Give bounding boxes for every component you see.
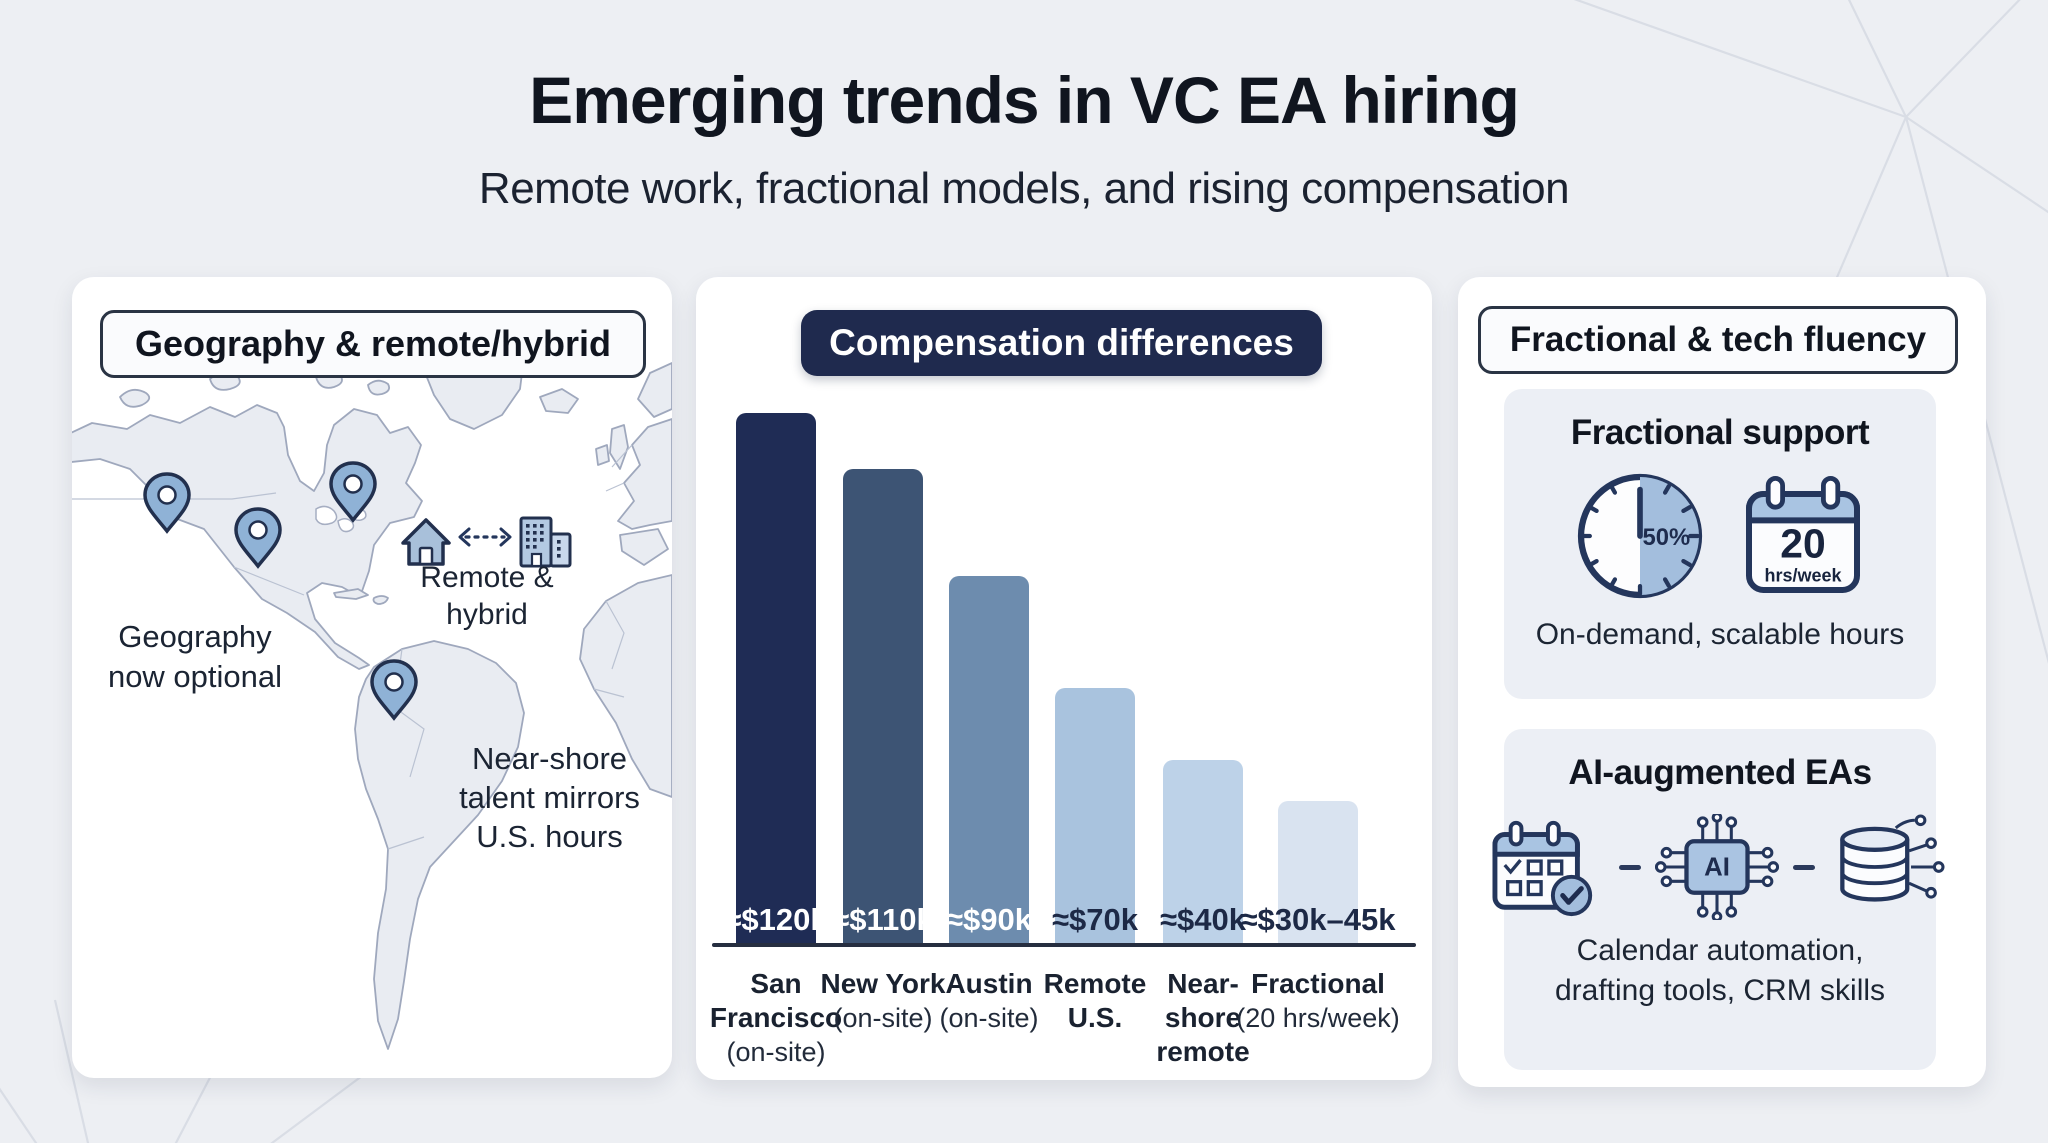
geography-panel-badge: Geography & remote/hybrid (100, 310, 646, 378)
bar-5: ≈$30k–45k (1241, 801, 1395, 943)
fractional-panel: Fractional & tech fluency Fractional sup… (1458, 277, 1986, 1087)
map-pin-west-coast (143, 472, 191, 534)
iceland (539, 388, 579, 414)
page-header: Emerging trends in VC EA hiring Remote w… (0, 62, 2048, 214)
page-title: Emerging trends in VC EA hiring (529, 63, 1520, 137)
bar-value-label: ≈$90k (946, 902, 1032, 937)
ai-augmented-card: AI-augmented EAs (1492, 729, 1945, 1070)
ai-chip-icon: AI (1655, 814, 1779, 920)
great-britain (609, 424, 629, 470)
bar-category-label: Austin (on-site) (939, 968, 1039, 1033)
scandinavia (637, 362, 672, 418)
half-clock-icon: 50% (1577, 473, 1703, 599)
arctic-island (367, 379, 391, 396)
ai-chip-label: AI (1704, 854, 1730, 882)
bar-value-label: ≈$110k (832, 902, 934, 937)
office-building-icon (519, 516, 572, 568)
bar-value-label: ≈$120k (724, 902, 828, 937)
remote-hybrid-caption: Remote & hybrid (420, 561, 554, 631)
hours-unit-label: hrs/week (1764, 566, 1842, 586)
ai-augmented-title: AI-augmented EAs (1568, 753, 1872, 792)
hispaniola (372, 595, 389, 605)
europe (617, 418, 672, 530)
iberia (619, 528, 669, 566)
hours-value-label: 20 (1780, 521, 1825, 567)
ireland (595, 444, 610, 466)
compensation-panel-badge: Compensation differences (801, 310, 1322, 376)
calendar-hours-icon: 20 hrs/week (1746, 476, 1860, 593)
map-pin-south-america (370, 659, 418, 721)
fractional-support-title: Fractional support (1570, 413, 1870, 452)
bar-value-label: ≈$70k (1052, 902, 1138, 937)
bar-1: ≈$110k (832, 469, 934, 943)
fractional-support-caption: On-demand, scalable hours (1535, 618, 1905, 651)
bar-3: ≈$70k (1052, 688, 1138, 943)
map-pins (143, 461, 418, 721)
world-map (72, 326, 672, 1050)
database-icon (1840, 814, 1945, 902)
nearshore-note: Near-shore talent mirrors U.S. hours (459, 741, 640, 854)
great-lakes (337, 518, 355, 533)
bar-value-label: ≈$30k–45k (1240, 902, 1396, 937)
dashed-double-arrow-icon (458, 527, 512, 547)
bar-2: ≈$90k (946, 576, 1032, 943)
bar-category-label: New York (on-site) (820, 968, 946, 1033)
calendar-check-icon (1492, 820, 1593, 917)
bar-category-label: San Francisco (on-site) (709, 968, 843, 1067)
map-pin-southwest (234, 507, 282, 569)
cuba (333, 588, 369, 600)
bar-chart: ≈$120k San Francisco (on-site) ≈$110k New Yo… (696, 277, 1432, 1080)
bar-value-label: ≈$40k (1160, 902, 1246, 937)
bar-category-label: Near- shore remote (1156, 968, 1250, 1067)
connector-dash (1793, 864, 1815, 870)
map-pin-northeast (329, 461, 377, 523)
connector-dash (1619, 864, 1641, 870)
bar-category-label: Remote U.S. (1043, 968, 1147, 1033)
arctic-island (119, 388, 151, 408)
fractional-panel-badge: Fractional & tech fluency (1478, 306, 1958, 374)
x-axis-line (712, 943, 1416, 947)
great-lakes (315, 505, 338, 526)
geography-optional-note: Geography now optional (107, 619, 283, 694)
bar-0: ≈$120k (724, 413, 828, 943)
fractional-support-card: Fractional support 50% (1504, 389, 1936, 699)
clock-percent-label: 50% (1642, 524, 1690, 551)
geography-panel: Geography & remote/hybrid Remote & hybri… (72, 277, 672, 1078)
bar-4: ≈$40k (1160, 760, 1246, 943)
south-america (354, 640, 525, 1050)
bar-category-label: Fractional (20 hrs/week) (1236, 968, 1400, 1033)
ai-augmented-caption: Calendar automation, drafting tools, CRM… (1554, 934, 1886, 1007)
compensation-panel: Compensation differences ≈$120k San Franc… (696, 277, 1432, 1080)
house-icon (401, 518, 451, 566)
page-subtitle: Remote work, fractional models, and risi… (478, 164, 1570, 213)
